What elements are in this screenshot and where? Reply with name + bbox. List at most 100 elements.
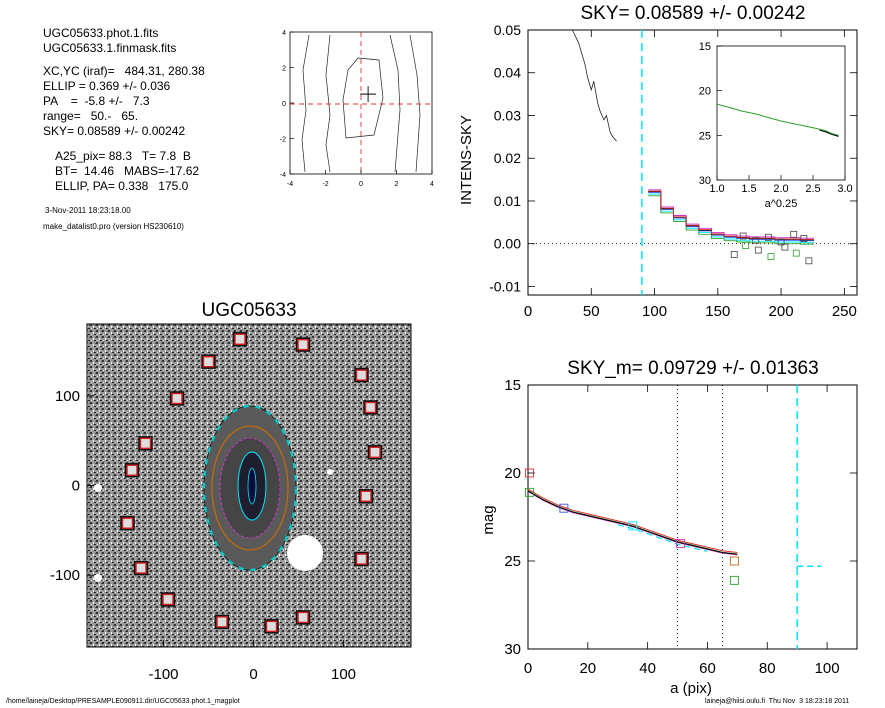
sky-box bbox=[120, 515, 135, 531]
sky-box bbox=[201, 354, 216, 369]
sky-box-square bbox=[752, 236, 760, 244]
inset-xtick-label: 1.0 bbox=[709, 183, 724, 195]
image-ytick-label: 0 bbox=[72, 478, 80, 495]
mag-marker-square bbox=[525, 487, 534, 497]
contour-lines bbox=[301, 34, 421, 173]
mag-profile-series bbox=[527, 490, 738, 555]
image-ticks: -100 0 100 -100 0 100 bbox=[50, 388, 356, 683]
contour-ytick-label: 0 bbox=[282, 101, 286, 108]
sky-box bbox=[124, 463, 140, 478]
contour-xtick-label: -2 bbox=[322, 181, 328, 188]
center-readout: XC,YC (iraf)= 484.31, 280.38 bbox=[43, 64, 205, 78]
sky-ytick-label: 0.00 bbox=[494, 236, 521, 252]
image-title: UGC05633 bbox=[201, 300, 296, 321]
contour-ytick-label: 4 bbox=[282, 30, 286, 37]
sky-box-inner bbox=[171, 392, 183, 405]
mag-ytick-label: 30 bbox=[504, 641, 521, 658]
mag-xtick-label: 80 bbox=[759, 660, 776, 677]
ellip-pa-readout: ELLIP, PA= 0.338 175.0 bbox=[55, 179, 189, 193]
inset-ytick-label: 20 bbox=[699, 86, 711, 98]
inset-profile-series bbox=[716, 103, 839, 136]
inset-plot: 1.0 1.5 2.0 2.5 3.0 15 20 25 30 bbox=[699, 41, 853, 195]
orange-isophote bbox=[211, 425, 289, 551]
mag-marker-square bbox=[729, 556, 739, 566]
sky-box-square bbox=[790, 230, 798, 238]
image-xtick-label: -100 bbox=[148, 666, 178, 683]
sky-box-square bbox=[765, 233, 772, 241]
sky-box-square bbox=[800, 235, 808, 242]
mag-profile-series bbox=[527, 490, 738, 555]
mag-marker-square bbox=[729, 575, 739, 585]
user-footer: laineja@hiisi.oulu.fi Thu Nov 3 18:23:18… bbox=[705, 698, 850, 705]
mag-marker-square bbox=[559, 503, 569, 513]
mag-marker-square bbox=[676, 538, 685, 548]
mag-profile-series bbox=[527, 488, 738, 554]
outer-profile-series bbox=[648, 195, 814, 245]
sky-ytick-label: 0.02 bbox=[494, 150, 521, 166]
sky-box-inner bbox=[202, 355, 215, 368]
inset-xtick-label: 3.0 bbox=[837, 183, 852, 195]
sky-box-square bbox=[777, 238, 785, 246]
inset-xtick-label: 1.5 bbox=[741, 183, 756, 195]
mag-xtick-label: 20 bbox=[579, 660, 596, 677]
mag-profile-series bbox=[527, 491, 738, 556]
ellipticity-readout: ELLIP = 0.369 +/- 0.036 bbox=[43, 79, 171, 93]
sky-box-square bbox=[781, 243, 789, 251]
contour-center-cross bbox=[360, 86, 377, 103]
mag-profile-plot: 0 20 40 60 80 100 15 20 25 30 bbox=[504, 377, 857, 677]
outer-profile-series bbox=[648, 190, 814, 240]
mag-xtick-label: 0 bbox=[524, 660, 532, 677]
mag-profile-title: SKY_m= 0.09729 +/- 0.01363 bbox=[567, 358, 818, 379]
sky-box-inner bbox=[369, 446, 381, 459]
sky-box-inner bbox=[355, 553, 368, 565]
masked-star-small bbox=[327, 469, 333, 475]
black-outer-ellipse bbox=[203, 405, 297, 571]
mag-profile-xlabel: a (pix) bbox=[670, 680, 712, 697]
sky-box-square bbox=[739, 232, 747, 240]
mag-marker-square bbox=[628, 521, 638, 531]
sky-box bbox=[264, 619, 279, 634]
sky-box-inner bbox=[297, 338, 309, 351]
mag-xtick-label: 100 bbox=[815, 660, 840, 677]
sky-box bbox=[232, 332, 248, 347]
sky-box-markers bbox=[120, 332, 383, 634]
range-readout: range= 50.- 65. bbox=[43, 109, 139, 123]
sky-box-inner bbox=[126, 464, 138, 476]
sky-ytick-label: 0.05 bbox=[494, 22, 521, 38]
contour-ytick-label: -2 bbox=[280, 137, 286, 144]
sky-box-square bbox=[742, 242, 750, 249]
sky-box-square bbox=[792, 249, 800, 257]
contour-xtick-label: -4 bbox=[287, 181, 293, 188]
sky-profile-plot: 0 50 100 150 200 250 -0.01 0.00 0.01 0.02 0.03 0.04… bbox=[489, 22, 857, 320]
sky-readout: SKY= 0.08589 +/- 0.00242 bbox=[43, 124, 186, 138]
inset-ytick-label: 15 bbox=[699, 41, 711, 53]
contour-xtick-label: 0 bbox=[359, 181, 363, 188]
sky-box bbox=[354, 367, 369, 383]
masked-star-small bbox=[94, 484, 102, 492]
mask-file-name: UGC05633.1.finmask.fits bbox=[43, 41, 177, 55]
inner-profile-series bbox=[571, 29, 617, 142]
contour-ytick-label: -4 bbox=[280, 172, 286, 179]
sky-box-inner bbox=[135, 562, 147, 574]
mag-xtick-label: 60 bbox=[699, 660, 716, 677]
image-ytick-label: -100 bbox=[50, 567, 80, 584]
sky-box-inner bbox=[139, 437, 152, 450]
pa-readout: PA = -5.8 +/- 7.3 bbox=[43, 94, 150, 108]
file-name: UGC05633.phot.1.fits bbox=[43, 26, 159, 40]
sky-box-inner bbox=[234, 333, 246, 345]
mag-ytick-label: 25 bbox=[504, 553, 521, 570]
image-panel: UGC05633 -100 0 100 -100 0 100 bbox=[50, 300, 412, 683]
sky-box bbox=[133, 560, 149, 576]
sky-box bbox=[295, 610, 311, 625]
program-name: make_datalist0.pro (version HS230610) bbox=[43, 222, 184, 231]
inset-frame bbox=[716, 45, 846, 181]
sky-box bbox=[138, 436, 153, 451]
mag-profile-panel: SKY_m= 0.09729 +/- 0.01363 mag a (pix) 0… bbox=[480, 358, 858, 697]
sky-box-inner bbox=[355, 369, 368, 381]
galaxy-core bbox=[247, 467, 257, 505]
sky-ytick-label: 0.01 bbox=[494, 193, 521, 209]
a25-readout: A25_pix= 88.3 T= 7.8 B bbox=[55, 149, 191, 163]
image-xtick-label: 100 bbox=[331, 666, 356, 683]
masked-star-small bbox=[94, 574, 102, 582]
sky-box-square bbox=[767, 253, 775, 260]
